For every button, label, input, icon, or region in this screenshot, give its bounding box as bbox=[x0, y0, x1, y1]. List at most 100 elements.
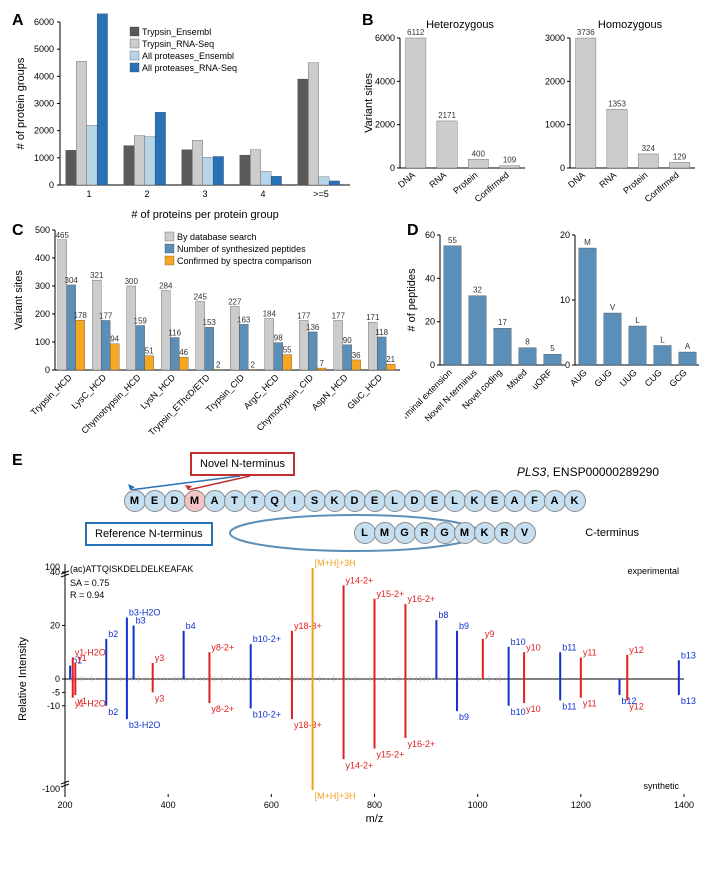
svg-text:321: 321 bbox=[90, 271, 104, 280]
svg-text:SA = 0.75: SA = 0.75 bbox=[70, 578, 109, 588]
svg-text:b10-2+: b10-2+ bbox=[253, 709, 281, 719]
aa-residue: E bbox=[424, 490, 446, 512]
svg-text:200: 200 bbox=[35, 309, 50, 319]
aa-residue: E bbox=[484, 490, 506, 512]
svg-text:6112: 6112 bbox=[407, 28, 425, 37]
svg-text:2000: 2000 bbox=[34, 126, 54, 136]
aa-residue: Q bbox=[264, 490, 286, 512]
svg-text:6000: 6000 bbox=[375, 33, 395, 43]
svg-text:0: 0 bbox=[430, 360, 435, 370]
aa-residue: D bbox=[344, 490, 366, 512]
svg-text:Confirmed: Confirmed bbox=[643, 170, 681, 204]
svg-text:Trypsin_EThcD/ETD: Trypsin_EThcD/ETD bbox=[146, 372, 212, 438]
svg-text:1000: 1000 bbox=[468, 800, 488, 810]
aa-residue: R bbox=[414, 522, 436, 544]
svg-text:RNA: RNA bbox=[427, 170, 448, 190]
svg-text:GCG: GCG bbox=[667, 367, 689, 389]
svg-text:y11: y11 bbox=[583, 699, 597, 709]
svg-text:Homozygous: Homozygous bbox=[598, 19, 663, 31]
svg-text:Variant sites: Variant sites bbox=[363, 73, 375, 133]
svg-text:46: 46 bbox=[179, 348, 188, 357]
svg-text:b10-2+: b10-2+ bbox=[253, 634, 281, 644]
svg-text:>=5: >=5 bbox=[313, 189, 329, 199]
svg-text:177: 177 bbox=[99, 311, 113, 320]
svg-text:178: 178 bbox=[74, 311, 88, 320]
svg-text:324: 324 bbox=[642, 144, 656, 153]
svg-text:5: 5 bbox=[550, 344, 555, 353]
svg-text:experimental: experimental bbox=[627, 566, 679, 576]
svg-text:AUG: AUG bbox=[568, 367, 589, 388]
svg-text:245: 245 bbox=[194, 292, 208, 301]
svg-text:17: 17 bbox=[498, 318, 507, 327]
svg-text:DNA: DNA bbox=[566, 170, 587, 190]
aa-residue: L bbox=[354, 522, 376, 544]
svg-text:20: 20 bbox=[50, 621, 60, 631]
svg-text:b8: b8 bbox=[438, 610, 448, 620]
svg-text:RNA: RNA bbox=[597, 170, 618, 190]
svg-text:# of peptides: # of peptides bbox=[406, 268, 418, 331]
aa-residue: K bbox=[324, 490, 346, 512]
figure: A 01000200030004000500060001234>=5# of p… bbox=[10, 10, 699, 824]
svg-text:6000: 6000 bbox=[34, 17, 54, 27]
chart-a: 01000200030004000500060001234>=5# of pro… bbox=[10, 10, 360, 220]
svg-text:109: 109 bbox=[503, 156, 517, 165]
aa-residue: M bbox=[124, 490, 146, 512]
svg-text:y18-3+: y18-3+ bbox=[294, 720, 322, 730]
svg-text:1400: 1400 bbox=[674, 800, 694, 810]
svg-text:60: 60 bbox=[425, 230, 435, 240]
svg-text:(ac)ATTQISKDELDELKEAFAK: (ac)ATTQISKDELDELKEAFAK bbox=[70, 564, 193, 574]
svg-text:3: 3 bbox=[202, 189, 207, 199]
svg-text:3000: 3000 bbox=[34, 99, 54, 109]
svg-text:0: 0 bbox=[560, 163, 565, 173]
spectrum-chart: 20040060080010001200140002040100-5-10-10… bbox=[10, 544, 699, 824]
svg-text:200: 200 bbox=[57, 800, 72, 810]
svg-text:y16-2+: y16-2+ bbox=[407, 594, 435, 604]
svg-text:153: 153 bbox=[203, 318, 217, 327]
svg-text:3000: 3000 bbox=[545, 33, 565, 43]
svg-text:Variant sites: Variant sites bbox=[13, 270, 25, 330]
svg-text:136: 136 bbox=[306, 323, 320, 332]
cterm-sequence: C-terminus LMGRGMKRV bbox=[10, 522, 699, 544]
svg-text:55: 55 bbox=[448, 236, 457, 245]
svg-text:129: 129 bbox=[673, 152, 687, 161]
svg-text:b2: b2 bbox=[108, 707, 118, 717]
svg-text:8: 8 bbox=[525, 338, 530, 347]
svg-text:2: 2 bbox=[250, 360, 255, 369]
svg-text:2000: 2000 bbox=[545, 76, 565, 86]
svg-text:M: M bbox=[584, 238, 591, 247]
svg-text:L: L bbox=[635, 316, 640, 325]
svg-text:0: 0 bbox=[55, 674, 60, 684]
svg-text:Protein: Protein bbox=[451, 170, 479, 196]
svg-text:b4: b4 bbox=[186, 621, 196, 631]
svg-text:1200: 1200 bbox=[571, 800, 591, 810]
svg-text:40: 40 bbox=[425, 273, 435, 283]
svg-text:y8-2+: y8-2+ bbox=[211, 642, 234, 652]
svg-text:[M+H]+3H: [M+H]+3H bbox=[315, 558, 356, 568]
svg-text:171: 171 bbox=[366, 313, 380, 322]
aa-residue: T bbox=[224, 490, 246, 512]
svg-text:2000: 2000 bbox=[375, 120, 395, 130]
aa-residue: K bbox=[464, 490, 486, 512]
svg-text:b9: b9 bbox=[459, 712, 469, 722]
svg-text:y12: y12 bbox=[629, 645, 644, 655]
svg-text:465: 465 bbox=[56, 231, 70, 240]
svg-text:32: 32 bbox=[473, 286, 482, 295]
svg-text:Number of synthesized peptides: Number of synthesized peptides bbox=[177, 244, 306, 254]
svg-text:300: 300 bbox=[125, 277, 139, 286]
svg-text:Confirmed by spectra compariso: Confirmed by spectra comparison bbox=[177, 256, 312, 266]
aa-residue: L bbox=[384, 490, 406, 512]
aa-residue: G bbox=[394, 522, 416, 544]
svg-text:55: 55 bbox=[283, 346, 292, 355]
svg-text:y3: y3 bbox=[155, 693, 165, 703]
svg-text:b9: b9 bbox=[459, 621, 469, 631]
aa-residue: D bbox=[164, 490, 186, 512]
svg-text:Relative Intensity: Relative Intensity bbox=[17, 637, 29, 721]
svg-text:21: 21 bbox=[386, 355, 395, 364]
svg-text:R = 0.94: R = 0.94 bbox=[70, 590, 104, 600]
svg-text:Trypsin_HCD: Trypsin_HCD bbox=[29, 372, 74, 417]
svg-text:# of protein groups: # of protein groups bbox=[15, 57, 27, 149]
svg-text:177: 177 bbox=[332, 311, 346, 320]
chart-d: # of peptides020406055N-terminal extensi… bbox=[405, 220, 699, 450]
svg-text:b10: b10 bbox=[511, 707, 526, 717]
novel-nterm-box: Novel N-terminus bbox=[190, 452, 295, 476]
